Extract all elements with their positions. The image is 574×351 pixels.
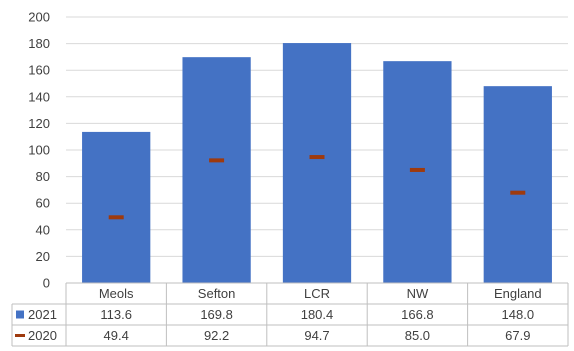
legend-label: 2021: [28, 307, 57, 322]
y-tick-label: 80: [36, 169, 50, 184]
bar-2021: [182, 57, 251, 283]
bar-2021: [483, 86, 552, 283]
marker-2020: [409, 167, 425, 172]
bar-2021: [282, 43, 352, 284]
y-tick-label: 40: [36, 222, 50, 237]
marker-2020: [108, 215, 124, 220]
data-label: 67.9: [505, 328, 530, 343]
marker-2020: [209, 158, 225, 163]
y-tick-label: 200: [28, 10, 50, 25]
marker-2020: [510, 190, 526, 195]
y-tick-label: 120: [28, 116, 50, 131]
data-label: 180.4: [301, 307, 334, 322]
data-label: 169.8: [200, 307, 233, 322]
y-tick-label: 20: [36, 249, 50, 264]
category-label: LCR: [304, 286, 330, 301]
y-tick-label: 100: [28, 143, 50, 158]
bar-2021: [383, 61, 452, 283]
y-tick-label: 60: [36, 196, 50, 211]
marker-2020: [309, 155, 325, 160]
data-label: 148.0: [502, 307, 535, 322]
legend-swatch-2020: [15, 334, 25, 337]
y-tick-label: 140: [28, 89, 50, 104]
bar-2021: [82, 131, 151, 283]
y-tick-label: 180: [28, 36, 50, 51]
data-label: 49.4: [104, 328, 129, 343]
y-tick-label: 160: [28, 63, 50, 78]
legend-label: 2020: [28, 328, 57, 343]
data-label: 92.2: [204, 328, 229, 343]
category-label: Meols: [99, 286, 134, 301]
data-label: 94.7: [304, 328, 329, 343]
data-label: 166.8: [401, 307, 434, 322]
y-tick-label: 0: [43, 276, 50, 291]
category-label: Sefton: [198, 286, 236, 301]
data-label: 113.6: [100, 307, 132, 322]
data-label: 85.0: [405, 328, 430, 343]
category-label: England: [494, 286, 542, 301]
legend-swatch-2021: [16, 310, 24, 319]
category-label: NW: [407, 286, 429, 301]
